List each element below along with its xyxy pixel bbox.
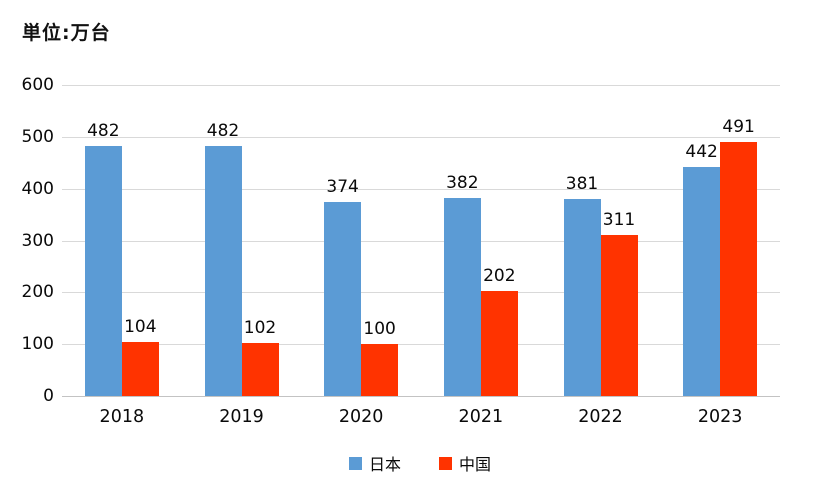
legend-item: 日本 — [348, 451, 401, 475]
bar-value-label: 102 — [243, 318, 277, 339]
legend-swatch-icon — [348, 456, 362, 470]
plot-area: 482 104 482 102 374 100 382 202 381 311 442 491 — [62, 85, 780, 397]
y-axis-labels: 0 100 200 300 400 500 600 — [0, 75, 54, 406]
bar-value-label: 442 — [685, 141, 718, 162]
bar-value-label: 202 — [483, 266, 516, 287]
bar-2021-series0 — [443, 198, 481, 396]
legend-label: 日本 — [368, 455, 401, 474]
bar-2020-series0 — [324, 202, 362, 396]
y-tick-label: 500 — [21, 126, 54, 147]
y-tick-label: 0 — [43, 386, 54, 406]
bar-2018-series0 — [84, 146, 122, 396]
bar-2022-series1 — [600, 234, 638, 396]
y-tick-label: 200 — [21, 282, 54, 303]
x-tick-label: 2020 — [338, 407, 384, 427]
bar-2019-series0 — [204, 146, 242, 396]
bar-2018-series1 — [121, 342, 159, 396]
x-axis-labels: 2018 2019 2020 2021 2022 2023 — [62, 403, 780, 429]
gridline — [62, 188, 780, 190]
x-tick-label: 2021 — [458, 407, 504, 427]
bar-2019-series1 — [241, 343, 279, 396]
unit-label: 単位:万台 — [22, 22, 111, 44]
gridline — [62, 240, 780, 242]
legend-item: 中国 — [439, 451, 491, 475]
legend-swatch-icon — [439, 456, 452, 470]
bar-2023-series1 — [720, 141, 758, 396]
bar-2023-series0 — [683, 166, 721, 396]
legend-label: 中国 — [459, 455, 492, 474]
bar-value-label: 482 — [87, 121, 120, 142]
gridline — [62, 136, 780, 138]
x-tick-label: 2023 — [697, 407, 743, 427]
gridline — [62, 85, 780, 86]
x-tick-label: 2022 — [578, 407, 623, 427]
bar-2021-series1 — [480, 291, 518, 396]
y-tick-label: 400 — [21, 178, 54, 199]
y-tick-label: 300 — [21, 230, 54, 251]
legend: 日本 中国 — [0, 451, 840, 475]
y-tick-label: 100 — [21, 334, 54, 355]
gridline — [62, 292, 780, 294]
bar-value-label: 491 — [722, 116, 755, 137]
x-tick-label: 2019 — [219, 407, 264, 427]
y-tick-label: 600 — [21, 75, 54, 95]
bar-2020-series1 — [361, 344, 399, 396]
bar-value-label: 104 — [124, 317, 157, 338]
bar-value-label: 100 — [363, 319, 396, 340]
x-tick-label: 2018 — [99, 407, 145, 427]
gridline — [62, 344, 780, 346]
gridline — [62, 396, 780, 397]
bar-value-label: 311 — [602, 209, 636, 230]
bar-value-label: 382 — [446, 173, 479, 193]
bar-value-label: 482 — [206, 121, 240, 142]
bar-2022-series0 — [563, 198, 601, 396]
bar-value-label: 381 — [565, 173, 599, 194]
bar-value-label: 374 — [326, 177, 359, 198]
